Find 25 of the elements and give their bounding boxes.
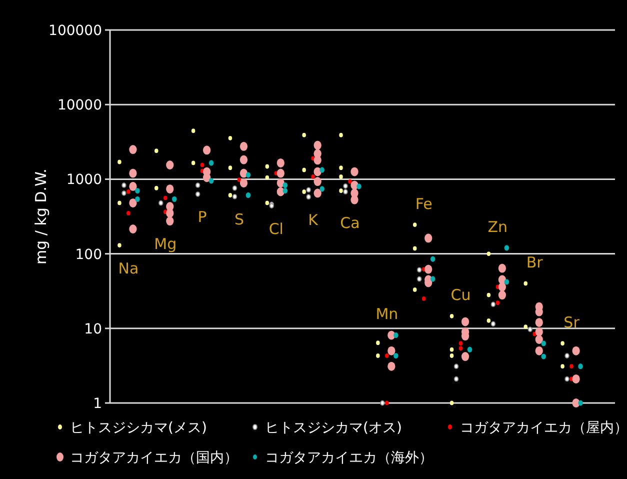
y-tick-label: 10000 [57, 98, 102, 114]
y-axis-title: mg / kg D.W. [32, 168, 50, 264]
x-tick-label: Cl [268, 220, 284, 238]
x-tick-label: Ca [340, 214, 360, 232]
x-tick-label: Cu [450, 286, 471, 304]
x-tick-label: Na [118, 259, 139, 278]
x-tick-label: Zn [488, 218, 508, 236]
y-tick-label: 1000 [66, 172, 102, 188]
legend-label: ヒトスジシカマ(メス) [70, 420, 207, 436]
legend-label: コガタアカイエカ（国内） [70, 450, 238, 466]
x-tick-label: Br [526, 253, 544, 272]
x-tick-label: Fe [415, 194, 432, 213]
y-tick-label: 100 [75, 246, 102, 263]
legend-label: コガタアカイエカ（海外） [265, 450, 433, 466]
legend-label: コガタアカイエカ（屋内） [460, 420, 627, 436]
x-tick-label: Mn [376, 305, 398, 324]
y-tick-label: 1 [93, 396, 102, 412]
x-tick-label: Sr [564, 313, 580, 332]
x-tick-label: K [308, 210, 320, 229]
x-tick-label: S [234, 210, 244, 229]
legend-label: ヒトスジシカマ(オス) [265, 420, 402, 436]
y-tick-label: 10 [84, 321, 102, 338]
y-tick-label: 100000 [48, 23, 102, 39]
x-tick-label: P [198, 208, 207, 226]
x-tick-label: Mg [154, 235, 177, 254]
